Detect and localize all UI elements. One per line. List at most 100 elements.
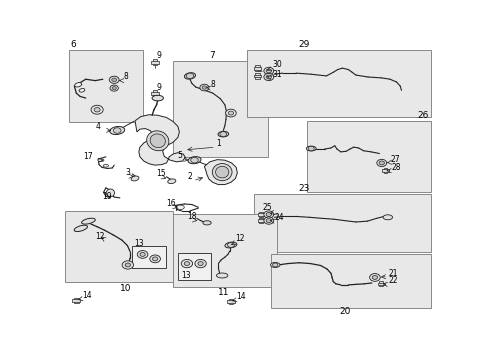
Ellipse shape [146,131,168,151]
Circle shape [225,109,236,117]
Bar [151,92,159,95]
Ellipse shape [81,218,95,224]
Circle shape [198,262,203,266]
Text: 30: 30 [272,60,282,69]
Text: 18: 18 [186,212,196,221]
Bar [153,59,157,65]
Text: 14: 14 [82,291,92,300]
Text: 6: 6 [70,40,76,49]
Ellipse shape [305,146,316,151]
Circle shape [200,84,208,91]
Circle shape [181,260,192,268]
Circle shape [94,108,100,112]
Text: 28: 28 [390,163,400,172]
Ellipse shape [109,126,124,135]
Circle shape [195,260,206,268]
Bar [255,73,259,78]
Bar [153,90,157,96]
Circle shape [264,217,273,224]
Circle shape [109,76,119,84]
Text: 8: 8 [123,72,128,81]
Text: 12: 12 [235,234,244,243]
Bar [259,212,263,217]
Ellipse shape [74,225,87,231]
Bar [258,220,264,222]
Bar [132,246,166,268]
Circle shape [137,251,147,258]
Ellipse shape [215,166,228,178]
Bar [246,50,430,117]
Bar [68,50,142,122]
Text: 11: 11 [218,288,229,297]
Ellipse shape [176,205,184,210]
Circle shape [110,85,118,91]
Circle shape [265,69,271,73]
Circle shape [186,73,193,79]
Text: 7: 7 [208,51,214,60]
Circle shape [264,211,273,218]
Circle shape [190,157,198,163]
Bar [72,299,80,302]
Circle shape [220,132,226,136]
Bar [65,211,173,282]
Text: 2: 2 [187,172,192,181]
Text: 31: 31 [272,70,281,79]
Text: 16: 16 [166,199,176,208]
Text: 8: 8 [210,80,215,89]
Bar [259,218,263,223]
Bar [226,300,234,303]
Circle shape [369,274,380,281]
Ellipse shape [203,221,211,225]
Circle shape [265,212,271,216]
Ellipse shape [270,262,280,267]
Circle shape [112,87,116,90]
Bar [271,254,430,308]
Ellipse shape [75,82,81,87]
Circle shape [111,78,117,82]
Text: 23: 23 [297,184,309,193]
Ellipse shape [152,95,163,101]
Bar [228,299,233,305]
Bar [255,66,259,71]
Circle shape [125,263,130,267]
Circle shape [91,105,103,114]
Bar [253,67,261,69]
Text: 15: 15 [156,168,165,177]
Circle shape [152,257,158,261]
Circle shape [264,67,273,75]
Bar [377,283,384,285]
Text: 24: 24 [274,213,284,222]
Circle shape [371,275,377,279]
PathPatch shape [135,115,185,165]
Bar [258,213,264,216]
PathPatch shape [204,159,237,185]
Ellipse shape [212,163,232,181]
Text: 9: 9 [156,83,161,92]
Ellipse shape [218,131,228,137]
Circle shape [378,161,384,165]
Circle shape [202,86,206,89]
Bar [74,297,79,303]
Text: 22: 22 [387,276,397,285]
Text: 21: 21 [387,269,397,278]
Text: 9: 9 [156,51,161,60]
Text: 25: 25 [262,203,272,212]
Circle shape [140,252,145,256]
Text: 13: 13 [134,239,143,248]
Circle shape [184,262,189,266]
Bar [383,168,386,173]
Ellipse shape [131,176,139,181]
Ellipse shape [187,157,201,164]
Bar [253,75,261,77]
Text: 14: 14 [236,292,246,301]
Circle shape [113,128,121,133]
Ellipse shape [106,189,114,197]
Text: 20: 20 [339,307,350,316]
Circle shape [307,146,314,151]
Ellipse shape [184,73,195,79]
Text: 27: 27 [389,154,399,163]
Circle shape [376,159,386,167]
Text: 19: 19 [102,192,111,201]
Circle shape [272,263,277,267]
Circle shape [227,243,234,247]
